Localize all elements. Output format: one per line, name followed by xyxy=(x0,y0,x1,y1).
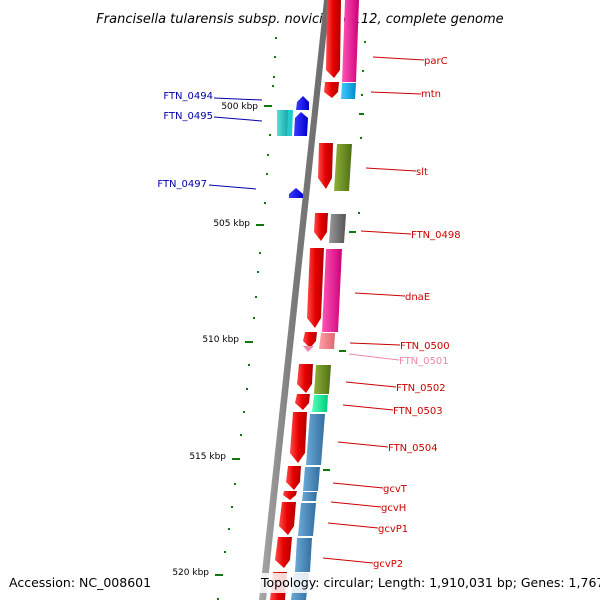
cog-block-ftn0504 xyxy=(306,414,325,465)
cog-block-ftn0502 xyxy=(314,365,331,394)
gene-arrow-gcvh[interactable] xyxy=(283,491,297,500)
gene-label-ftn0503[interactable]: FTN_0503 xyxy=(393,406,443,417)
gene-label-ftn0495[interactable]: FTN_0495 xyxy=(163,111,213,122)
scale-label-515kbp: 515 kbp xyxy=(189,452,226,462)
gene-arrow-ftn0500[interactable] xyxy=(303,332,317,348)
gene-label-gcvh[interactable]: gcvH xyxy=(381,503,406,514)
gene-arrow-gcvt[interactable] xyxy=(286,466,301,490)
gene-label-ftn0498[interactable]: FTN_0498 xyxy=(411,230,461,241)
leader-lines xyxy=(208,56,425,564)
gene-arrow-dnae[interactable] xyxy=(307,248,324,328)
cog-block-gcvp1 xyxy=(298,503,316,536)
gene-labels: FTN_0494 FTN_0495 FTN_0497 parC mtn slt … xyxy=(157,56,460,570)
gene-arrow-gcvp2[interactable] xyxy=(275,537,292,568)
gene-arrow-ftn0502[interactable] xyxy=(297,364,313,393)
cog-block-mtn xyxy=(341,83,356,99)
cog-block-gcvp2 xyxy=(295,538,312,572)
map-title: Francisella tularensis subsp. novicida U… xyxy=(96,12,503,27)
gene-arrow-ftn0495[interactable] xyxy=(294,112,308,136)
gene-label-mtn[interactable]: mtn xyxy=(421,89,441,100)
reverse-strand-genes xyxy=(277,96,309,198)
cog-block-dnae xyxy=(322,249,342,332)
gene-label-ftn0501[interactable]: FTN_0501 xyxy=(399,356,449,367)
kbp-ticks xyxy=(215,105,272,576)
cog-box-ftn0495 xyxy=(277,110,290,136)
gene-arrow-gcvp1[interactable] xyxy=(279,502,296,535)
cog-block-gcvt xyxy=(303,467,320,491)
gene-arrow-ftn0504[interactable] xyxy=(290,412,307,463)
scale-label-520kbp: 520 kbp xyxy=(172,568,209,578)
cog-block-parc xyxy=(342,0,359,82)
scale-label-510kbp: 510 kbp xyxy=(202,335,239,345)
cog-blocks xyxy=(291,0,359,600)
gene-arrow-ftn0497[interactable] xyxy=(289,188,303,198)
cog-block-slt xyxy=(334,144,352,191)
gene-arrow-mtn[interactable] xyxy=(324,82,339,98)
gene-label-dnae[interactable]: dnaE xyxy=(405,292,430,303)
gene-label-gcvp2[interactable]: gcvP2 xyxy=(373,559,403,570)
gene-label-ftn0500[interactable]: FTN_0500 xyxy=(400,341,450,352)
outer-dots xyxy=(323,41,366,471)
cog-box-ftn0495-right xyxy=(287,110,293,136)
footer-topology-bg xyxy=(259,573,594,593)
cog-block-gcvh xyxy=(302,492,317,501)
gene-label-gcvt[interactable]: gcvT xyxy=(383,484,408,495)
footer-topology: Topology: circular; Length: 1,910,031 bp… xyxy=(260,575,600,590)
gene-label-parc[interactable]: parC xyxy=(424,56,448,67)
gene-label-ftn0497[interactable]: FTN_0497 xyxy=(157,179,207,190)
gene-arrow-ftn0498[interactable] xyxy=(314,213,328,241)
gene-arrow-slt[interactable] xyxy=(318,143,333,189)
gene-label-ftn0504[interactable]: FTN_0504 xyxy=(388,443,438,454)
cog-block-ftn0503 xyxy=(312,395,328,412)
genome-backbone xyxy=(259,0,330,600)
scale-label-505kbp: 505 kbp xyxy=(213,219,250,229)
gene-label-ftn0502[interactable]: FTN_0502 xyxy=(396,383,446,394)
gene-label-ftn0494[interactable]: FTN_0494 xyxy=(163,91,213,102)
gene-label-gcvp1[interactable]: gcvP1 xyxy=(378,524,408,535)
gene-arrow-ftn0494[interactable] xyxy=(296,96,309,110)
gene-label-slt[interactable]: slt xyxy=(416,167,428,178)
gene-arrow-parc[interactable] xyxy=(326,0,341,78)
cog-block-ftn0498 xyxy=(329,214,346,243)
footer-accession: Accession: NC_008601 xyxy=(9,575,151,590)
scale-label-500kbp: 500 kbp xyxy=(221,102,258,112)
gene-arrow-ftn0503[interactable] xyxy=(295,394,310,410)
scale-dots xyxy=(217,37,277,600)
gene-marker-ftn0501[interactable] xyxy=(303,346,314,352)
cog-block-ftn0500 xyxy=(319,333,335,349)
